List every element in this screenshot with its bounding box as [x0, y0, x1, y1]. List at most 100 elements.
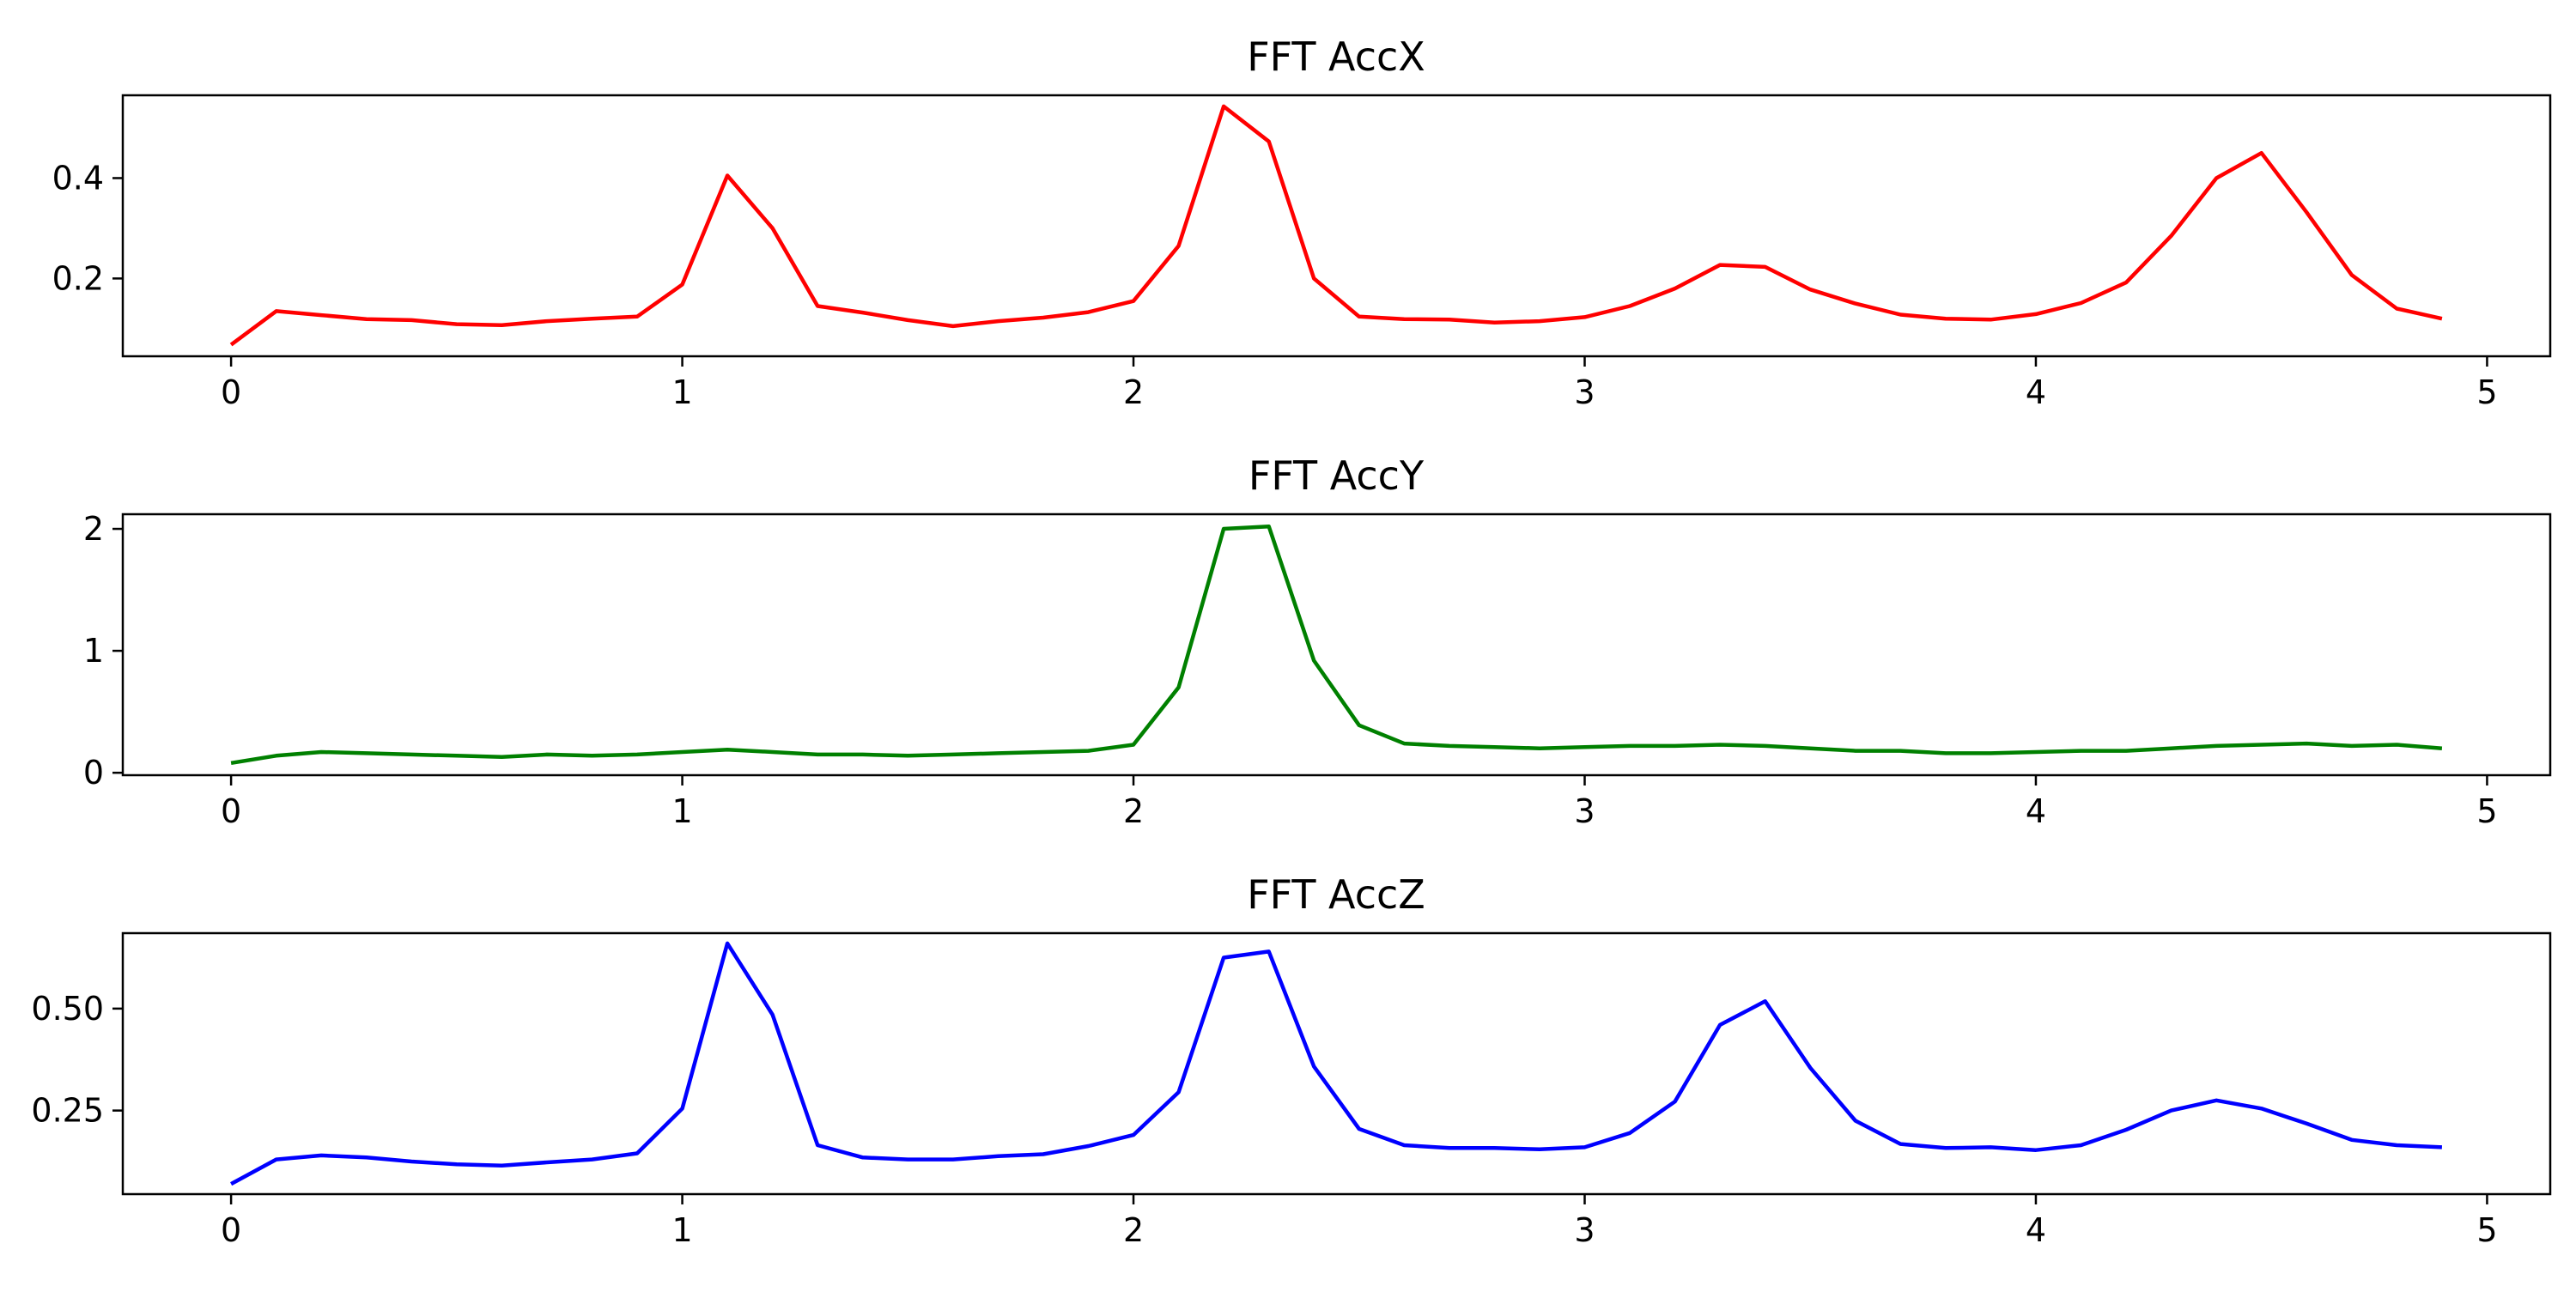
data-point: [1989, 751, 1992, 755]
data-point: [1492, 1146, 1496, 1149]
data-point: [2350, 273, 2354, 276]
data-point: [1087, 1144, 1091, 1148]
data-point: [1583, 1145, 1587, 1149]
data-point: [1267, 525, 1271, 528]
data-point: [1177, 1090, 1181, 1094]
data-point: [771, 750, 775, 754]
data-point: [2080, 301, 2083, 305]
data-point: [2124, 1128, 2128, 1131]
y-tick-label: 0.25: [31, 1092, 104, 1130]
data-point: [1674, 1100, 1677, 1103]
data-point: [500, 1164, 503, 1168]
data-point: [996, 751, 999, 755]
data-point: [2440, 1145, 2444, 1149]
data-point: [1989, 318, 1992, 321]
data-point: [1177, 686, 1181, 689]
data-point: [2305, 742, 2308, 745]
data-point: [545, 753, 549, 756]
series-line: [229, 104, 2443, 347]
data-point: [1944, 1146, 1947, 1149]
data-point: [1674, 287, 1677, 290]
data-point: [2395, 1143, 2398, 1147]
data-point: [1222, 105, 1225, 108]
data-point: [275, 1158, 278, 1162]
data-point: [816, 753, 819, 756]
y-tick-label: 0.2: [52, 259, 104, 297]
data-point: [861, 311, 865, 314]
data-point: [1899, 1143, 1902, 1146]
chart-title: FFT AccX: [1247, 33, 1425, 80]
data-point: [2395, 307, 2398, 311]
subplot-fft-accx: FFT AccX 0 1 2 3 4 5 0.2 0.4: [52, 33, 2552, 411]
data-point: [410, 753, 413, 756]
data-point: [1989, 1145, 1992, 1149]
data-point: [500, 755, 503, 759]
data-point: [319, 750, 323, 754]
data-point: [1042, 316, 1045, 319]
data-point: [1132, 300, 1135, 303]
data-point: [906, 1158, 909, 1162]
data-point: [1764, 999, 1767, 1003]
data-point: [2080, 1143, 2083, 1147]
data-point: [951, 753, 955, 756]
data-point: [951, 1158, 955, 1162]
data-point: [726, 942, 729, 945]
data-point: [1583, 315, 1587, 318]
data-point: [951, 325, 955, 328]
data-point: [2440, 747, 2444, 750]
data-point: [455, 754, 459, 757]
data-point: [545, 319, 549, 323]
data-point: [229, 343, 233, 347]
x-tick-label: 2: [1123, 792, 1144, 830]
data-point: [410, 318, 413, 322]
data-point: [906, 754, 909, 757]
data-point: [1628, 744, 1631, 748]
y-tick-label: 0.4: [52, 159, 104, 197]
y-tick-label: 0: [83, 754, 104, 792]
x-tick-label: 4: [2026, 373, 2046, 411]
data-point: [1312, 276, 1315, 280]
data-point: [2215, 744, 2218, 748]
data-point: [2080, 749, 2083, 753]
data-point: [2395, 743, 2398, 747]
data-point: [319, 1154, 323, 1157]
x-tick-label: 3: [1574, 792, 1595, 830]
data-point: [1358, 724, 1361, 727]
data-point: [2305, 1122, 2308, 1125]
data-point: [275, 754, 278, 757]
data-point: [365, 318, 368, 321]
data-point: [2170, 234, 2173, 238]
data-point: [681, 282, 684, 286]
series-line: [230, 524, 2443, 766]
data-point: [1854, 749, 1857, 753]
data-point: [455, 323, 459, 326]
data-point: [1492, 745, 1496, 749]
data-point: [1538, 319, 1541, 323]
data-point: [1854, 302, 1857, 306]
chart-title: FFT AccZ: [1247, 871, 1425, 918]
data-point: [816, 1143, 819, 1147]
data-point: [635, 315, 639, 318]
x-tick-label: 3: [1574, 1211, 1595, 1249]
data-point: [1358, 315, 1361, 318]
data-point: [365, 1156, 368, 1159]
data-point: [2260, 1107, 2263, 1110]
data-point: [365, 751, 368, 755]
data-point: [1718, 264, 1722, 267]
data-point: [1448, 1146, 1451, 1149]
x-tick-label: 4: [2026, 1211, 2046, 1249]
data-point: [545, 1161, 549, 1164]
plot-frame: [121, 931, 2552, 1196]
data-point: [996, 1155, 999, 1158]
data-point: [1448, 744, 1451, 748]
data-point: [2260, 151, 2263, 155]
data-point: [2440, 317, 2444, 320]
x-tick-label: 0: [221, 373, 241, 411]
data-point: [1402, 1143, 1406, 1147]
x-tick-label: 5: [2476, 1211, 2497, 1249]
plot-frame: [121, 94, 2552, 358]
data-point: [1674, 744, 1677, 748]
data-point: [1087, 749, 1091, 753]
